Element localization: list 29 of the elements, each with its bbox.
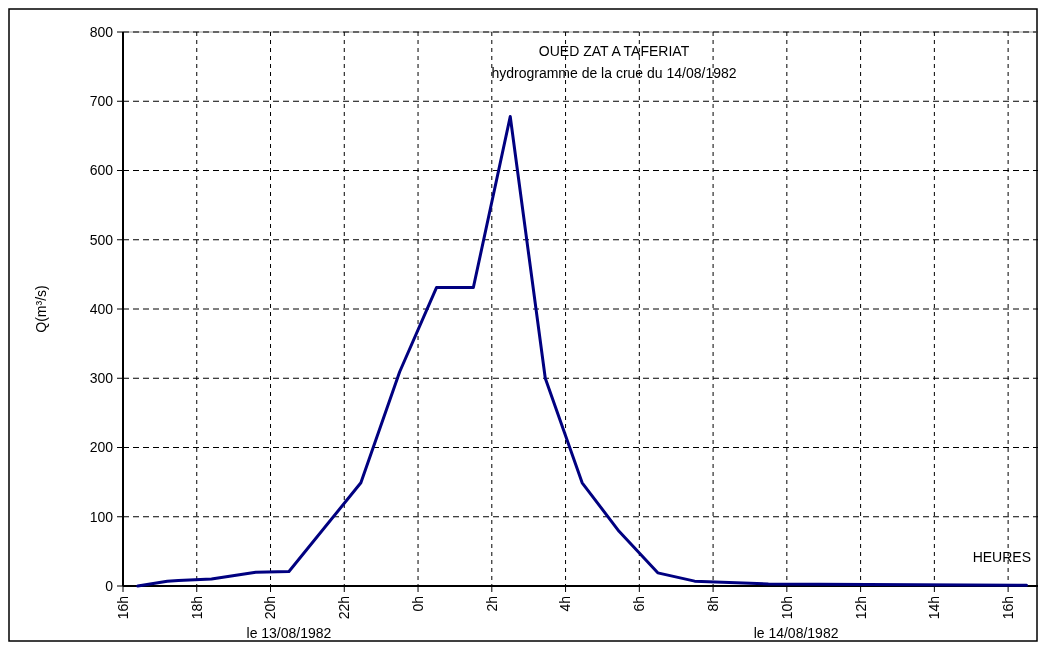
x-tick-label: 18h	[188, 596, 205, 620]
y-tick-label: 700	[89, 93, 114, 110]
x-tick-label: 4h	[557, 596, 574, 612]
text: hydrogramme de la crue du 14/08/1982	[491, 65, 737, 81]
y-tick-label: 200	[89, 439, 114, 456]
y-tick-label: 500	[89, 231, 114, 248]
y-tick-label: 400	[89, 300, 114, 317]
text: OUED ZAT A TAFERIAT	[538, 43, 690, 59]
x-axis-title: HEURES	[972, 549, 1031, 565]
x-tick-label: 2h	[483, 596, 500, 612]
x-tick-label: 0h	[409, 596, 426, 612]
x-tick-label: 16h	[114, 596, 131, 620]
y-tick-label: 0	[105, 577, 114, 594]
line-series	[136, 114, 1029, 588]
y-axis-title: Q(m³/s)	[33, 285, 49, 333]
y-tick-label: 600	[89, 162, 114, 179]
x-tick-label: 14h	[926, 596, 943, 620]
text: le 13/08/1982	[246, 625, 332, 641]
x-tick-label: 22h	[336, 596, 353, 620]
y-tick-label: 100	[89, 508, 114, 525]
text: le 14/08/1982	[753, 625, 839, 641]
x-tick-label: 16h	[1000, 596, 1017, 620]
x-tick-label: 6h	[631, 596, 648, 612]
x-tick-label: 10h	[778, 596, 795, 620]
y-tick-label: 800	[89, 23, 114, 40]
y-tick-label: 300	[89, 370, 114, 387]
x-tick-label: 20h	[262, 596, 279, 620]
x-tick-label: 8h	[704, 596, 721, 612]
x-tick-label: 12h	[852, 596, 869, 620]
